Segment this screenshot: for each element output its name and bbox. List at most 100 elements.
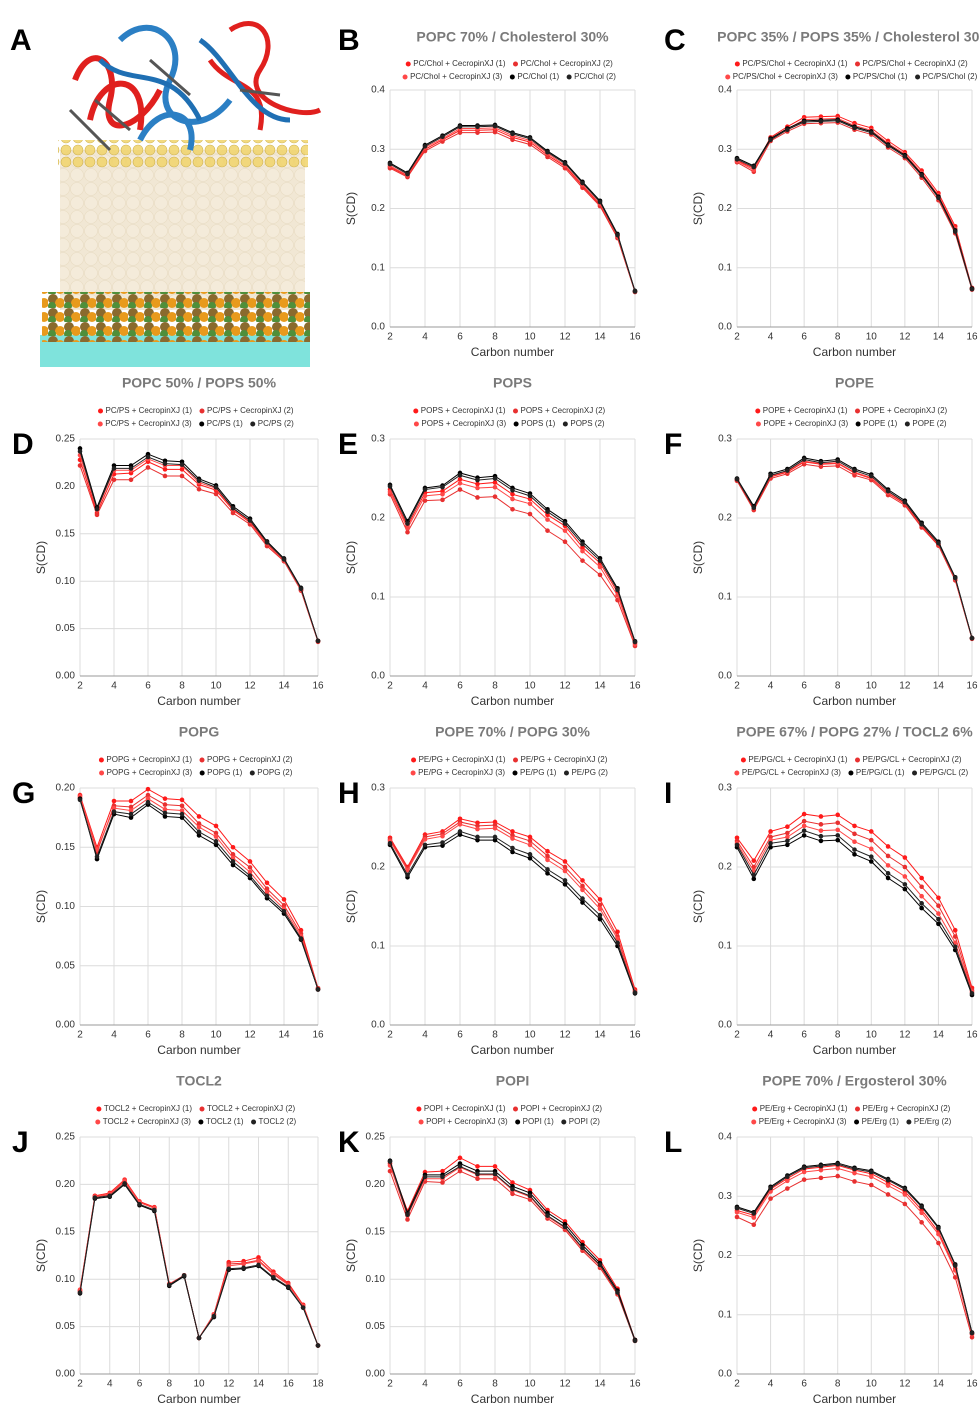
legend-row: TOCL2 + CecropinXJ (3) TOCL2 (1) TOCL2 (2) [95, 1117, 297, 1126]
data-point [768, 834, 773, 840]
data-point [768, 1196, 773, 1201]
data-point [969, 1330, 975, 1336]
x-tick-label: 18 [312, 1379, 324, 1390]
data-point [785, 834, 790, 840]
legend-marker [402, 74, 408, 80]
data-point [885, 863, 891, 868]
legend-label: POPG + CecropinXJ (1) [106, 755, 192, 764]
data-point [492, 480, 498, 485]
legend-marker [251, 1119, 257, 1125]
data-point [768, 841, 773, 846]
legend-label: PC/PS + CecropinXJ (2) [207, 406, 294, 415]
panel-label: L [664, 1126, 682, 1159]
x-tick-label: 10 [193, 1379, 205, 1390]
data-point [492, 476, 498, 481]
x-tick-label: 14 [594, 332, 606, 343]
data-point [162, 810, 168, 816]
data-point [213, 839, 219, 844]
y-tick-label: 0.0 [371, 671, 385, 682]
data-point [919, 875, 924, 881]
data-point [387, 489, 393, 495]
data-point [801, 811, 807, 817]
y-tick-label: 0.0 [718, 1369, 732, 1380]
data-point [597, 564, 603, 570]
x-tick-label: 12 [899, 332, 911, 343]
y-tick-label: 0.1 [718, 1309, 732, 1320]
x-tick-label: 12 [559, 1030, 571, 1041]
data-point [580, 541, 585, 547]
data-point [527, 136, 533, 141]
legend-marker [515, 1119, 521, 1125]
data-point [936, 903, 941, 909]
data-point [440, 833, 445, 839]
data-point [885, 488, 891, 494]
data-point [545, 853, 550, 859]
legend-marker [751, 1119, 757, 1125]
x-axis-label: Carbon number [471, 694, 554, 708]
data-point [145, 792, 151, 798]
legend-marker [734, 61, 740, 67]
legend-marker [96, 1106, 102, 1112]
data-point [440, 134, 445, 140]
y-tick-label: 0.10 [366, 1274, 386, 1285]
data-point [885, 1192, 891, 1197]
legend-row: POPG + CecropinXJ (3) POPG (1) POPG (2) [99, 768, 293, 777]
x-tick-label: 10 [866, 681, 878, 692]
panel-label: H [338, 777, 360, 810]
data-point [457, 822, 463, 827]
data-point [196, 821, 202, 826]
data-point [247, 859, 253, 864]
data-point [166, 1282, 172, 1288]
y-tick-label: 0.05 [56, 1321, 76, 1332]
data-point [835, 1161, 841, 1167]
panel-label: E [338, 428, 358, 461]
y-axis-label: S(CD) [34, 1239, 48, 1272]
x-tick-label: 14 [594, 1379, 606, 1390]
x-tick-label: 6 [457, 681, 463, 692]
series-line [389, 129, 636, 292]
x-tick-label: 16 [312, 1030, 324, 1041]
data-point [422, 1174, 428, 1180]
data-point [457, 1168, 463, 1174]
data-point [969, 991, 975, 996]
data-point [128, 466, 134, 471]
data-point [492, 129, 498, 135]
x-tick-label: 8 [492, 1379, 498, 1390]
x-tick-label: 10 [866, 332, 878, 343]
y-axis-label: S(CD) [691, 192, 705, 225]
data-point [475, 826, 480, 832]
data-point [919, 901, 924, 906]
y-tick-label: 0.20 [56, 481, 76, 492]
chart-title: POPG [179, 724, 220, 740]
legend-label: PC/PS/Chol (2) [923, 72, 978, 81]
data-point [562, 868, 568, 874]
data-point [285, 1284, 291, 1290]
data-point [510, 1180, 515, 1185]
legend-label: TOCL2 (1) [206, 1117, 244, 1126]
data-point [457, 476, 463, 482]
legend-row: PC/Chol + CecropinXJ (3) PC/Chol (1) PC/Ch… [402, 72, 616, 81]
data-point [92, 1195, 98, 1200]
data-point [936, 1231, 941, 1237]
legend-row: POPS + CecropinXJ (1) POPS + CecropinXJ (… [413, 406, 606, 415]
series-line [389, 830, 636, 993]
data-point [545, 149, 550, 155]
data-point [562, 882, 568, 887]
series-line [736, 1167, 973, 1335]
data-point [387, 484, 393, 489]
data-point [919, 905, 924, 911]
legend-label: PE/Erg (1) [862, 1117, 900, 1126]
data-point [527, 838, 533, 844]
data-point [936, 540, 941, 546]
data-point [835, 837, 841, 843]
data-point [632, 289, 638, 294]
data-point [247, 869, 253, 875]
data-point [734, 1205, 740, 1211]
x-tick-label: 4 [107, 1379, 113, 1390]
data-point [545, 871, 550, 876]
data-point [936, 895, 941, 901]
data-point [457, 832, 463, 837]
data-point [835, 1166, 841, 1171]
legend-marker [413, 408, 419, 414]
legend-marker [199, 1106, 205, 1112]
